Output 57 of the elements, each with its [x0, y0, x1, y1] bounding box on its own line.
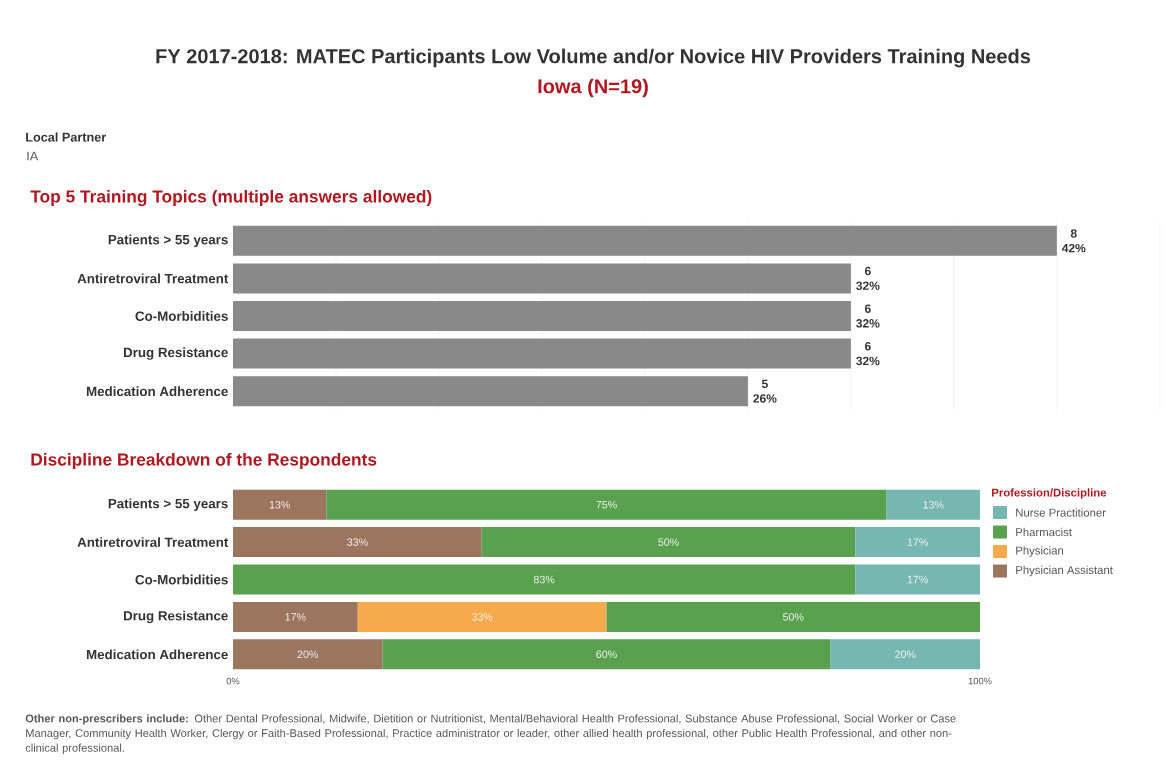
text: Local Partner	[26, 132, 107, 142]
bar	[886, 489, 981, 520]
data-label: 6 32%	[856, 304, 880, 328]
data-label: 75%	[596, 500, 617, 509]
bar	[855, 564, 981, 595]
bar	[233, 601, 358, 632]
data-label: 20%	[297, 650, 318, 659]
legend-label: Pharmacist	[1016, 527, 1072, 537]
legend-label: Nurse Practitioner	[1016, 508, 1106, 517]
x-tick-label: 0%	[226, 677, 240, 685]
text: Top 5 Training Topics (multiple answers allowed)	[30, 189, 432, 207]
data-label: 6 32%	[856, 342, 880, 366]
text: IA	[27, 151, 39, 161]
data-label: 50%	[783, 613, 804, 621]
data-label: 50%	[658, 538, 679, 546]
bar	[233, 527, 482, 558]
data-label: 13%	[923, 500, 944, 509]
bar	[233, 564, 856, 595]
chart-title: Discipline Breakdown of the Respondents	[31, 452, 377, 470]
y-tick-label: Drug Resistance	[123, 610, 228, 624]
data-label: 17%	[285, 613, 306, 621]
y-tick-label: Medication Adherence	[86, 649, 228, 660]
data-label: 33%	[471, 613, 493, 621]
data-label: 33%	[347, 538, 368, 546]
x-tick-label: 100%	[968, 677, 992, 685]
y-tick-label: Patients > 55 years	[108, 234, 228, 248]
y-tick-label: Patients > 55 years	[108, 498, 228, 511]
chart-subtitle: Iowa (N=19)	[538, 78, 648, 98]
legend-title: Profession/Discipline	[992, 488, 1107, 499]
data-label: 17%	[907, 538, 928, 546]
bar	[233, 639, 383, 670]
bar	[233, 489, 327, 520]
data-label: 13%	[269, 500, 290, 509]
data-label: 8 42%	[1061, 229, 1086, 253]
y-tick-label: Co-Morbidities	[135, 574, 228, 585]
text: Other non-prescribers include: Other Dental Professional, Midwife, Dietition or Nutritionist, Mental/Behavioral Health Professional, Substance Abuse Professional, Social Worker or Case Manager, Community Health Worker, Clergy or Faith-Based Professional, Practice administrator or leader, other allied health professional, other Public Health Professional, and other non-clinical professional.	[25, 714, 956, 754]
bar	[326, 489, 887, 520]
bar	[830, 639, 981, 670]
y-tick-label: Medication Adherence	[86, 386, 228, 397]
y-tick-label: Co-Morbidities	[135, 311, 228, 321]
data-label: 6 32%	[856, 266, 880, 290]
bar	[382, 639, 831, 670]
data-label: 17%	[907, 575, 928, 584]
bar	[481, 527, 856, 558]
data-label: 5 26%	[753, 379, 777, 403]
y-tick-label: Antiretroviral Treatment	[77, 537, 229, 547]
legend-label: Physician Assistant	[1016, 565, 1113, 577]
y-tick-label: Drug Resistance	[123, 347, 228, 360]
y-tick-label: Antiretroviral Treatment	[77, 273, 229, 284]
chart-title: FY 2017-2018: MATEC Participants Low Volume and/or Novice HIV Providers Training Needs	[156, 48, 1031, 68]
bar	[606, 601, 981, 632]
data-label: 20%	[895, 650, 916, 659]
bar	[357, 601, 607, 632]
bar	[855, 527, 981, 558]
data-label: 83%	[533, 575, 555, 584]
data-label: 60%	[596, 650, 617, 659]
legend-label: Physician	[1016, 546, 1064, 557]
